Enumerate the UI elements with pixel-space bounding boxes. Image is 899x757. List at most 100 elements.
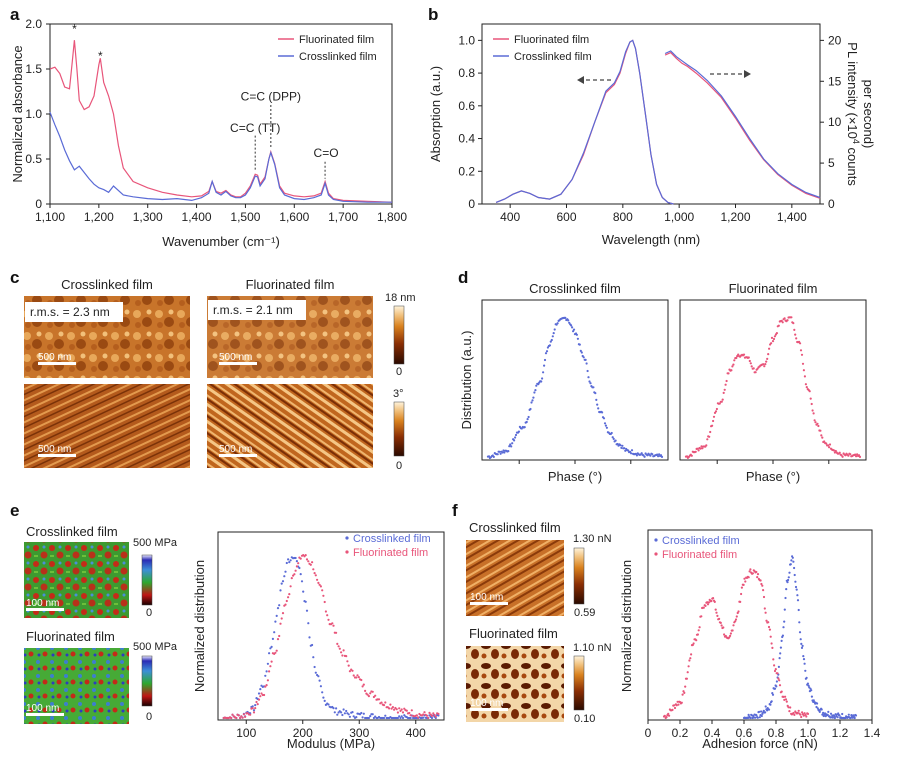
point-crosslinked <box>307 622 310 625</box>
y-tick-label: 0.4 <box>458 132 475 146</box>
x-tick-label: 1,600 <box>279 210 309 224</box>
point-crosslinked <box>798 621 801 624</box>
point-fluorinated <box>251 707 254 710</box>
scalebar <box>26 713 64 716</box>
point-crosslinked <box>510 445 513 448</box>
point-fluorinated <box>694 450 697 453</box>
annotation-label: C=C (TT) <box>230 121 280 135</box>
point-crosslinked <box>252 709 256 712</box>
point-crosslinked <box>746 716 750 720</box>
point-fluorinated <box>676 700 679 703</box>
point-crosslinked <box>630 449 634 452</box>
point-crosslinked <box>312 656 315 659</box>
panel-b-lines <box>495 39 821 205</box>
point-crosslinked <box>649 454 652 457</box>
point-fluorinated <box>241 716 244 719</box>
point-crosslinked <box>611 436 614 439</box>
panel-d-xlabel-right: Phase (°) <box>746 469 800 484</box>
point-fluorinated <box>765 360 768 363</box>
point-crosslinked <box>585 362 588 365</box>
point-fluorinated <box>681 693 684 696</box>
point-crosslinked <box>826 713 829 717</box>
point-fluorinated <box>409 714 412 717</box>
point-crosslinked <box>274 620 277 623</box>
point-crosslinked <box>770 700 773 703</box>
point-fluorinated <box>723 633 726 636</box>
panel-d-xlabel-left: Phase (°) <box>548 469 602 484</box>
point-fluorinated <box>352 674 355 677</box>
annotation-asterisk: * <box>98 49 103 63</box>
point-fluorinated <box>718 617 721 621</box>
point-fluorinated <box>297 562 300 565</box>
point-crosslinked <box>289 559 292 562</box>
point-crosslinked <box>360 711 363 715</box>
point-fluorinated <box>712 419 715 423</box>
colorbar-phase-min: 0 <box>396 460 402 472</box>
x-tick-label: 1,700 <box>328 210 358 224</box>
panel-b-ylabel: Absorption (a.u.) <box>428 66 443 162</box>
point-crosslinked <box>399 716 402 720</box>
x-tick-label: 600 <box>556 210 576 224</box>
point-fluorinated <box>356 674 359 677</box>
point-fluorinated <box>800 715 803 719</box>
x-tick-label: 0.6 <box>736 726 753 740</box>
y2-tick-label: 15 <box>828 74 842 88</box>
point-fluorinated <box>275 649 278 652</box>
point-crosslinked <box>749 716 752 720</box>
point-crosslinked <box>284 570 287 573</box>
point-crosslinked <box>529 407 532 411</box>
point-crosslinked <box>302 590 305 593</box>
point-fluorinated <box>311 561 314 564</box>
x-tick-label: 100 <box>236 726 256 740</box>
point-crosslinked <box>549 340 552 343</box>
point-crosslinked <box>793 566 796 570</box>
point-fluorinated <box>263 693 266 697</box>
point-crosslinked <box>579 349 582 352</box>
point-fluorinated <box>279 622 282 625</box>
point-fluorinated <box>731 629 734 632</box>
point-fluorinated <box>810 402 813 406</box>
point-crosslinked <box>514 433 518 437</box>
point-fluorinated <box>280 617 283 620</box>
point-fluorinated <box>677 703 680 706</box>
point-fluorinated <box>838 451 841 454</box>
point-crosslinked <box>575 333 579 336</box>
point-fluorinated <box>684 685 687 688</box>
point-fluorinated <box>294 569 297 572</box>
point-crosslinked <box>802 658 806 661</box>
point-crosslinked <box>551 335 554 338</box>
scalebar-label: 500 nm <box>38 444 71 455</box>
point-crosslinked <box>602 417 606 420</box>
point-fluorinated <box>710 599 713 603</box>
point-fluorinated <box>737 610 740 613</box>
point-crosslinked <box>578 343 581 346</box>
point-fluorinated <box>729 634 732 638</box>
point-fluorinated <box>816 422 819 425</box>
point-fluorinated <box>821 436 824 439</box>
x-tick-label: 1,400 <box>182 210 212 224</box>
point-crosslinked <box>398 715 401 718</box>
point-crosslinked <box>773 687 777 690</box>
point-crosslinked <box>514 436 517 439</box>
point-crosslinked <box>580 351 583 354</box>
point-fluorinated <box>716 614 719 618</box>
point-fluorinated <box>805 386 808 389</box>
point-crosslinked <box>627 449 630 452</box>
point-fluorinated <box>811 409 814 412</box>
point-fluorinated <box>765 619 768 622</box>
point-crosslinked <box>556 322 559 325</box>
point-fluorinated <box>832 449 836 452</box>
point-fluorinated <box>715 611 718 614</box>
point-fluorinated <box>274 651 277 654</box>
point-fluorinated <box>784 698 788 701</box>
panel-label-c: c <box>10 268 19 287</box>
point-fluorinated <box>345 655 348 658</box>
point-crosslinked <box>783 620 786 623</box>
legend-label-crosslinked: Crosslinked film <box>353 533 431 545</box>
point-crosslinked <box>801 644 804 648</box>
annotation-asterisk: * <box>72 22 77 36</box>
y-tick-label: 0 <box>468 197 475 211</box>
point-fluorinated <box>771 646 774 650</box>
point-fluorinated <box>428 711 431 715</box>
point-fluorinated <box>264 685 267 688</box>
